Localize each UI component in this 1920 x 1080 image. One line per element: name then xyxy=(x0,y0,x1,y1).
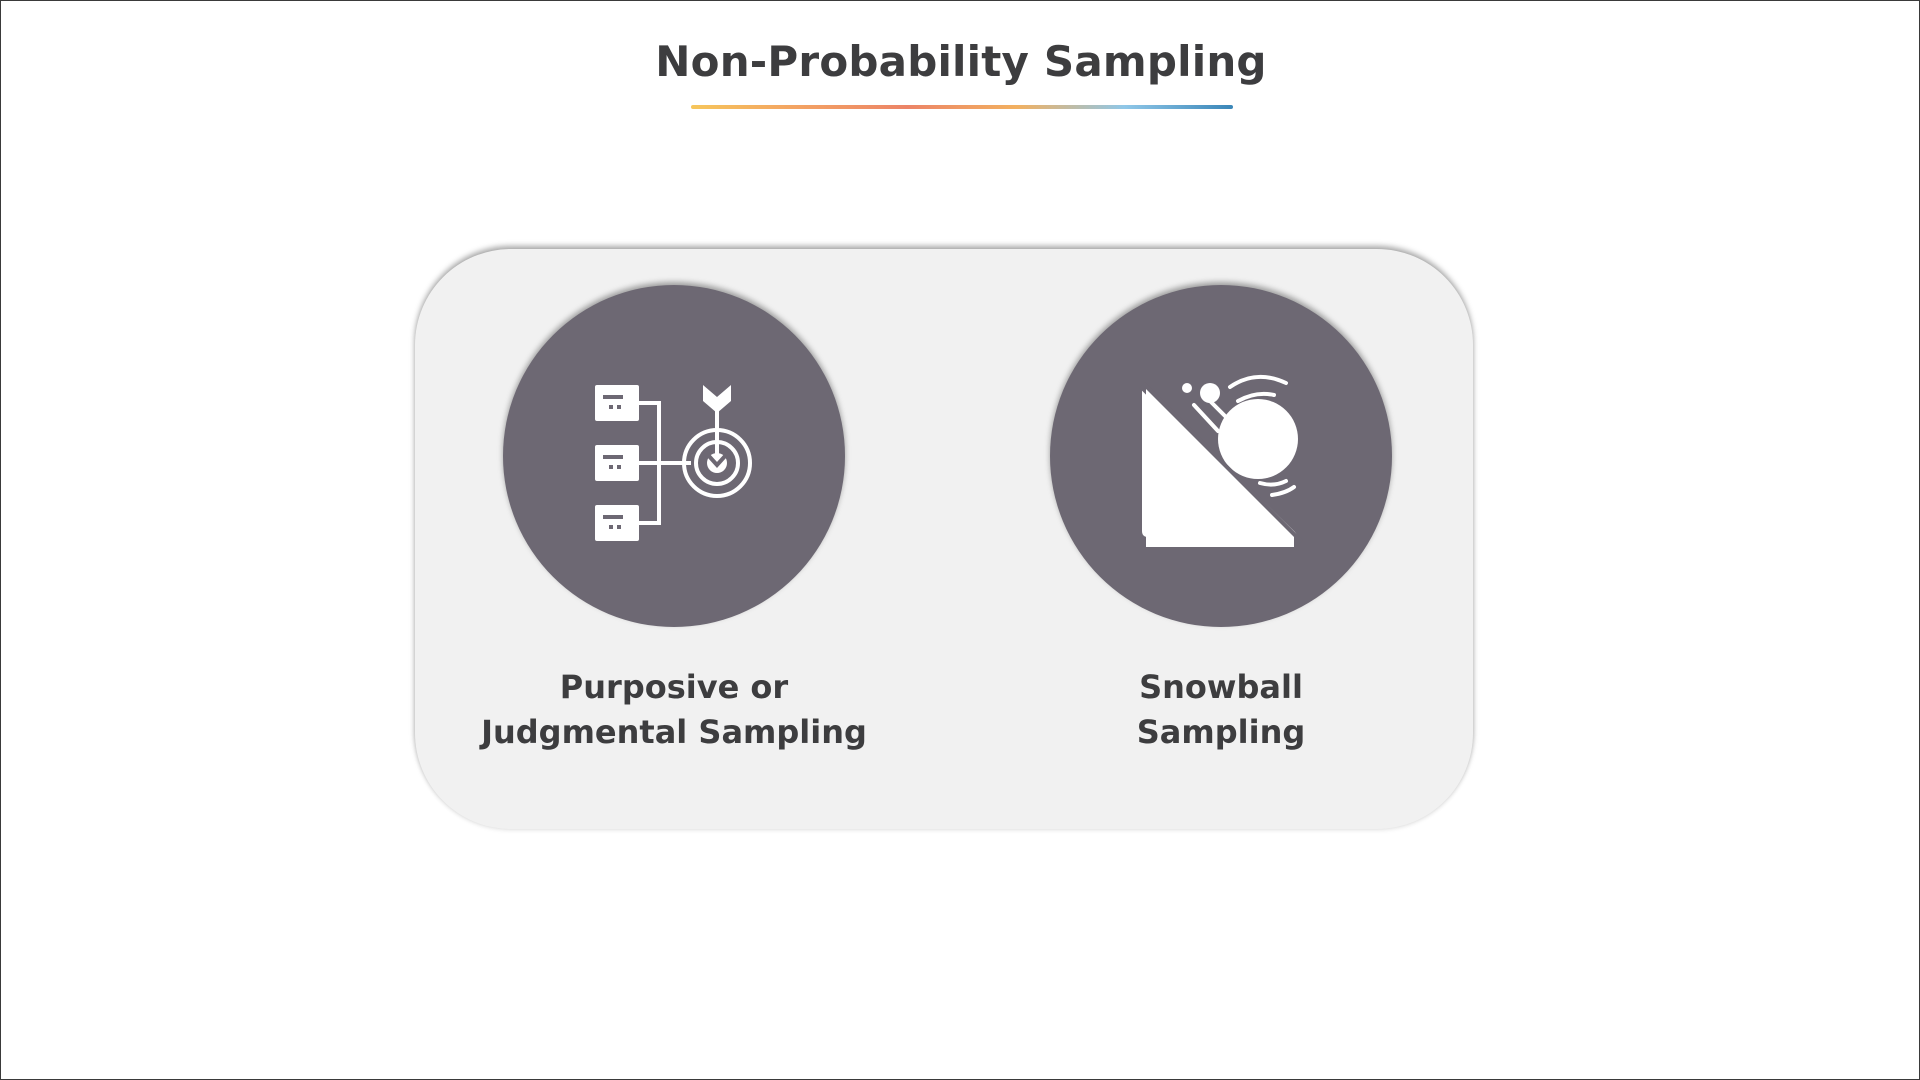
label-line-2: Sampling xyxy=(1136,713,1306,751)
icon-circle xyxy=(503,285,845,627)
snowball-slope-icon xyxy=(1139,375,1303,547)
item-label: Purposive or Judgmental Sampling xyxy=(474,665,874,755)
card-purposive-sampling: Purposive or Judgmental Sampling xyxy=(474,285,874,755)
label-line-2: Judgmental Sampling xyxy=(481,713,867,751)
target-flowchart-icon xyxy=(595,385,752,541)
label-line-1: Purposive or xyxy=(559,668,789,706)
label-line-1: Snowball xyxy=(1139,668,1303,706)
card-snowball-sampling: Snowball Sampling xyxy=(1021,285,1421,755)
icon-circle xyxy=(1050,285,1392,627)
page-title: Non-Probability Sampling xyxy=(655,37,1267,86)
item-label: Snowball Sampling xyxy=(1021,665,1421,755)
title-underline xyxy=(691,105,1233,109)
